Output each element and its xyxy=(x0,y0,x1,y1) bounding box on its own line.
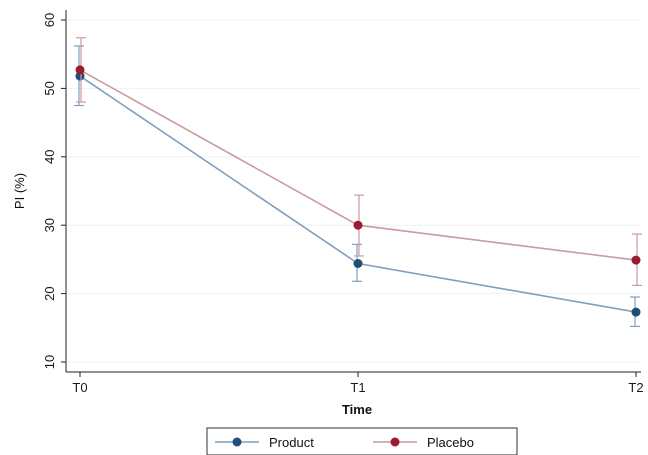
series-product xyxy=(74,45,641,328)
legend: Product Placebo xyxy=(206,427,518,455)
legend-marker xyxy=(390,437,400,447)
x-tick-label: T1 xyxy=(350,380,365,395)
y-tick-label: 10 xyxy=(42,355,57,369)
series xyxy=(74,37,642,328)
x-tick-label: T2 xyxy=(628,380,643,395)
y-tick-label: 60 xyxy=(42,13,57,27)
data-point xyxy=(75,71,85,81)
data-point xyxy=(353,259,363,269)
y-tick-label: 20 xyxy=(42,286,57,300)
data-point xyxy=(353,220,363,230)
y-tick-label: 50 xyxy=(42,81,57,95)
legend-item-placebo: Placebo xyxy=(373,435,474,450)
y-tick-label: 40 xyxy=(42,150,57,164)
axes: 10 20 30 40 50 60 T0 T1 T2 xyxy=(42,10,644,395)
x-axis-title: Time xyxy=(342,402,372,417)
legend-label: Product xyxy=(269,435,314,450)
y-tick-label: 30 xyxy=(42,218,57,232)
data-point xyxy=(631,307,641,317)
y-axis-title: PI (%) xyxy=(12,173,27,209)
series-placebo xyxy=(75,37,642,286)
legend-item-product: Product xyxy=(215,435,314,450)
data-point xyxy=(75,65,85,75)
plot-background xyxy=(66,10,641,372)
legend-label: Placebo xyxy=(427,435,474,450)
data-point xyxy=(631,255,641,265)
x-tick-label: T0 xyxy=(72,380,87,395)
legend-marker xyxy=(232,437,242,447)
